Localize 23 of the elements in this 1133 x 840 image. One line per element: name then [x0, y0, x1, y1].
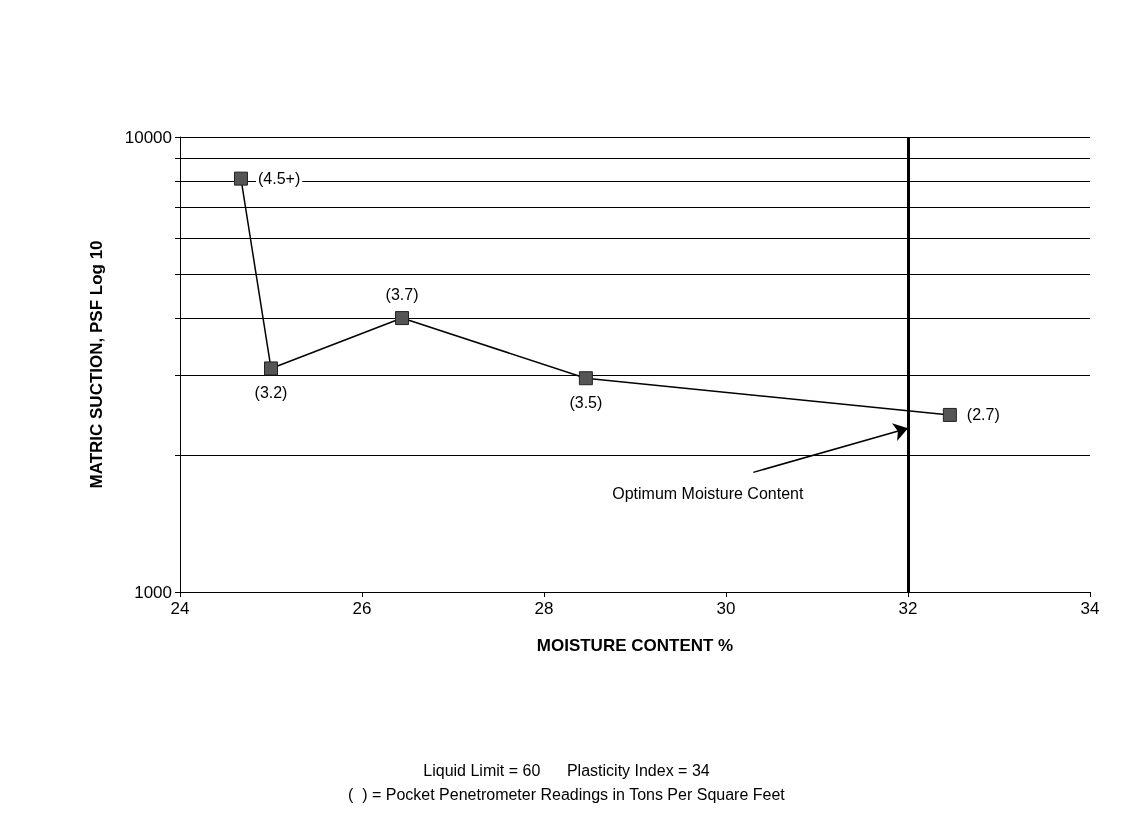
point — [233, 171, 248, 186]
x-tick-label: 28 — [534, 599, 554, 618]
annotation: (4.5+) — [257, 170, 301, 188]
annotation: Optimum Moisture Content — [612, 484, 804, 502]
text: Liquid Limit = 60 Plasticity Index = 34 — [423, 761, 710, 779]
annotation: (3.2) — [254, 383, 288, 401]
x-axis-title: MOISTURE CONTENT % — [536, 636, 734, 655]
point — [264, 361, 278, 376]
point — [395, 311, 410, 326]
x-tick-label: 32 — [898, 599, 918, 618]
annotation: (3.5) — [569, 393, 603, 411]
y-tick-label: 10000 — [124, 127, 172, 147]
point — [578, 371, 593, 386]
x-tick-label: 30 — [716, 599, 736, 618]
annotation: (2.7) — [966, 406, 1000, 424]
y-axis-title: MATRIC SUCTION, PSF Log 10 — [87, 240, 106, 489]
x-tick-label: 34 — [1080, 599, 1100, 618]
y-tick-label: 1000 — [134, 582, 172, 602]
x-tick-label: 26 — [352, 599, 372, 618]
annotation: (3.7) — [385, 285, 419, 303]
text: ( ) = Pocket Penetrometer Readings in Tons Per Square Feet — [347, 785, 786, 803]
point — [942, 407, 957, 422]
x-tick-label: 24 — [170, 599, 190, 618]
